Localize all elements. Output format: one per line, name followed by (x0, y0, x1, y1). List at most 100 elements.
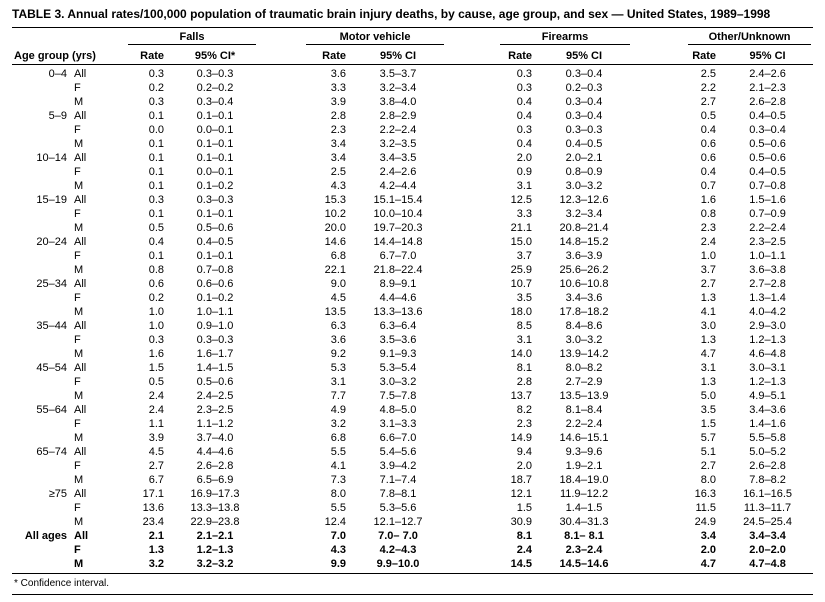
age-group-cell (12, 207, 70, 221)
rate-cell: 0.3 (148, 333, 164, 346)
ci-column-header-other-unknown: 95% CI (722, 44, 814, 65)
ci-cell: 4.2–4.4 (379, 179, 417, 192)
rate-cell: 11.5 (695, 501, 717, 514)
sex-cell: M (74, 305, 84, 318)
age-group-cell (12, 179, 70, 193)
age-group-cell (12, 543, 70, 557)
table-row: M 0.3 0.3–0.4 3.9 3.8–4.0 0.4 0.3–0.4 2.7 2.6–2.… (12, 95, 813, 109)
rate-cell: 13.7 (510, 389, 533, 402)
ci-cell: 2.2–2.4 (565, 417, 603, 430)
ci-cell: 0.0–0.1 (196, 165, 234, 178)
rate-cell: 8.0 (330, 487, 347, 500)
ci-cell: 3.2–3.4 (565, 207, 603, 220)
ci-cell: 16.9–17.3 (190, 487, 240, 500)
table-row: 20–24 All 0.4 0.4–0.5 14.6 14.4–14.8 15.0 14.8–… (12, 235, 813, 249)
rate-cell: 16.3 (694, 487, 717, 500)
rate-cell: 0.4 (700, 165, 717, 178)
ci-cell: 11.9–12.2 (559, 487, 609, 500)
ci-cell: 3.2–3.2 (170, 556, 261, 574)
ci-cell: 18.4–19.0 (559, 473, 609, 486)
ci-cell: 13.9–14.2 (559, 347, 609, 360)
ci-cell: 3.4–3.6 (749, 403, 786, 416)
rate-cell: 0.4 (516, 137, 533, 150)
table-row: F 0.2 0.2–0.2 3.3 3.2–3.4 0.3 0.2–0.3 2.2 2.1–2.… (12, 81, 813, 95)
ci-cell: 0.3–0.3 (196, 193, 234, 206)
rate-cell: 4.7 (630, 556, 723, 574)
age-group-cell (12, 459, 70, 473)
ci-cell: 0.3–0.3 (196, 333, 234, 346)
rate-cell: 4.5 (148, 445, 164, 458)
sex-cell: All (74, 529, 89, 542)
rate-cell: 8.0 (700, 473, 717, 486)
ci-cell: 4.4–4.6 (196, 445, 234, 458)
tbi-death-rates-table: Falls Motor vehicle Firearms Other/Unkno… (12, 26, 814, 574)
ci-cell: 8.1–8.4 (565, 403, 603, 416)
age-group-cell: ≥75 (48, 487, 67, 500)
rate-cell: 3.1 (516, 179, 533, 192)
rate-cell: 1.6 (700, 193, 717, 206)
rate-cell: 3.1 (330, 375, 347, 388)
rate-cell: 3.0 (700, 319, 717, 332)
table-row: 15–19 All 0.3 0.3–0.3 15.3 15.1–15.4 12.5 12.3–… (12, 193, 813, 207)
age-group-cell (12, 417, 70, 431)
age-group-cell (12, 515, 70, 529)
ci-cell: 4.9–5.1 (749, 389, 786, 402)
ci-cell: 7.5–7.8 (379, 389, 417, 402)
rate-cell: 0.1 (148, 207, 164, 220)
ci-cell: 0.7–0.9 (749, 207, 786, 220)
table-row: All ages All 2.1 2.1–2.1 7.0 7.0– 7.0 8.1 8.1– … (12, 529, 813, 543)
ci-cell: 8.0–8.2 (565, 361, 603, 374)
ci-cell: 0.1–0.2 (196, 291, 234, 304)
ci-cell: 13.5–13.9 (559, 389, 609, 402)
table-row: M 6.7 6.5–6.9 7.3 7.1–7.4 18.7 18.4–19.0 8.0 7.8… (12, 473, 813, 487)
sex-cell: All (74, 487, 87, 500)
ci-cell: 14.6–15.1 (559, 431, 609, 444)
ci-cell: 19.7–20.3 (373, 221, 423, 234)
table-row: M 1.0 1.0–1.1 13.5 13.3–13.6 18.0 17.8–18.2 4.1… (12, 305, 813, 319)
ci-cell: 0.6–0.6 (196, 277, 234, 290)
ci-cell: 3.2–3.4 (379, 81, 417, 94)
ci-cell: 2.8–2.9 (379, 109, 417, 122)
rate-cell: 1.0 (148, 305, 164, 318)
rate-cell: 3.1 (700, 361, 717, 374)
ci-cell: 4.6–4.8 (749, 347, 786, 360)
ci-cell: 1.1–1.2 (196, 417, 234, 430)
table-row: M 2.4 2.4–2.5 7.7 7.5–7.8 13.7 13.5–13.9 5.0 4.9… (12, 389, 813, 403)
group-header-firearms: Firearms (444, 27, 631, 45)
ci-cell: 0.9–1.0 (196, 319, 234, 332)
ci-cell: 2.7–2.8 (749, 277, 786, 290)
ci-cell: 13.3–13.6 (373, 305, 423, 318)
ci-cell: 0.1–0.1 (196, 109, 234, 122)
ci-cell: 14.5–14.6 (538, 556, 631, 574)
ci-cell: 1.3–1.4 (749, 291, 786, 304)
table-row: 0–4 All 0.3 0.3–0.3 3.6 3.5–3.7 0.3 0.3–0.4 2.5 2… (12, 64, 813, 81)
sex-cell: F (74, 543, 81, 556)
ci-cell: 15.1–15.4 (373, 193, 423, 206)
ci-cell: 9.1–9.3 (379, 347, 417, 360)
table-row: F 0.0 0.0–0.1 2.3 2.2–2.4 0.3 0.3–0.3 0.4 0.3–0.… (12, 123, 813, 137)
sex-cell: All (74, 67, 87, 80)
rate-cell: 0.3 (148, 67, 164, 80)
table-row: M 3.9 3.7–4.0 6.8 6.6–7.0 14.9 14.6–15.1 5.7 5.5… (12, 431, 813, 445)
rate-cell: 22.1 (324, 263, 347, 276)
rate-cell: 5.5 (330, 445, 347, 458)
ci-cell: 2.6–2.8 (749, 459, 786, 472)
rate-cell: 13.5 (324, 305, 347, 318)
rate-cell: 9.0 (330, 277, 347, 290)
rate-cell: 0.3 (148, 95, 164, 108)
table-row: M 1.6 1.6–1.7 9.2 9.1–9.3 14.0 13.9–14.2 4.7 4.6… (12, 347, 813, 361)
ci-cell: 22.9–23.8 (190, 515, 240, 528)
table-body: 0–4 All 0.3 0.3–0.3 3.6 3.5–3.7 0.3 0.3–0.4 2.5 2… (12, 64, 814, 574)
rate-cell: 0.7 (700, 179, 717, 192)
ci-cell: 12.3–12.6 (559, 193, 609, 206)
age-group-cell (12, 431, 70, 445)
confidence-interval-footnote: * Confidence interval. (14, 577, 110, 589)
rate-cell: 1.3 (700, 375, 717, 388)
rate-cell: 1.3 (148, 543, 164, 556)
sex-cell: M (74, 137, 84, 150)
ci-cell: 2.9–3.0 (749, 319, 786, 332)
sex-cell: F (74, 417, 81, 430)
ci-cell: 2.2–2.4 (379, 123, 417, 136)
ci-column-header-firearms: 95% CI (538, 44, 631, 65)
sex-cell: M (74, 515, 84, 528)
